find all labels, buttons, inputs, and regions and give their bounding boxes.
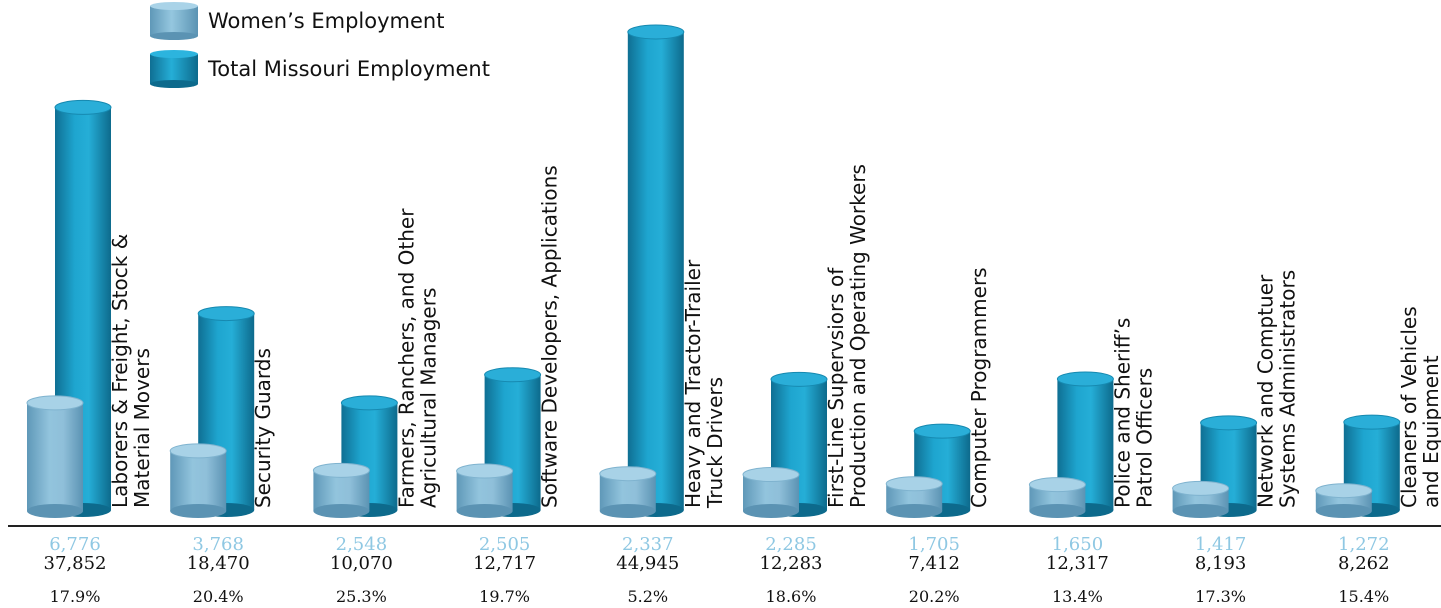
total-value-label-4: 44,945 — [616, 553, 679, 574]
women-value-label-7: 1,650 — [1052, 534, 1104, 555]
bar-total-4 — [627, 24, 685, 517]
legend-label-women: Women’s Employment — [208, 9, 445, 33]
category-label-9-line-0: Cleaners of Vehicles — [1397, 306, 1421, 508]
bar-women-7 — [1028, 477, 1086, 518]
total-value-label-7: 12,317 — [1046, 553, 1109, 574]
women-value-label-3: 2,505 — [479, 534, 531, 555]
percent-label-8: 17.3% — [1195, 587, 1246, 606]
percent-label-1: 20.4% — [193, 587, 244, 606]
bar-women-9 — [1315, 483, 1373, 518]
women-value-label-4: 2,337 — [622, 534, 674, 555]
total-value-label-6: 7,412 — [908, 553, 960, 574]
percent-label-0: 17.9% — [50, 587, 101, 606]
bar-women-6 — [885, 476, 943, 518]
women-value-label-8: 1,417 — [1195, 534, 1247, 555]
bar-women-8 — [1172, 480, 1230, 518]
women-value-label-0: 6,776 — [49, 534, 101, 555]
total-value-label-2: 10,070 — [330, 553, 393, 574]
percent-label-2: 25.3% — [336, 587, 387, 606]
category-label-7-line-0: Police and Sheriff’s — [1110, 318, 1134, 508]
category-label-8-line-0: Network and Comptuer — [1254, 274, 1278, 508]
category-label-7-line-1: Patrol Officers — [1132, 368, 1156, 508]
total-value-label-1: 18,470 — [187, 553, 250, 574]
percent-label-9: 15.4% — [1338, 587, 1389, 606]
category-label-4-line-0: Heavy and Tractor-Trailer — [681, 259, 705, 508]
category-label-8-line-1: Systems Administrators — [1276, 270, 1300, 508]
legend-swatch-total-icon — [150, 50, 198, 88]
women-value-label-2: 2,548 — [336, 534, 388, 555]
bar-women-0 — [26, 395, 84, 518]
category-label-2-line-1: Agricultural Managers — [416, 288, 440, 508]
percent-label-3: 19.7% — [479, 587, 530, 606]
bar-women-5 — [742, 467, 800, 518]
total-value-label-0: 37,852 — [44, 553, 107, 574]
women-value-label-1: 3,768 — [192, 534, 244, 555]
category-label-2-line-0: Farmers, Ranchers, and Other — [394, 208, 418, 508]
legend-item-total: Total Missouri Employment — [150, 50, 490, 88]
category-label-4-line-1: Truck Drivers — [703, 377, 727, 509]
legend-item-women: Women’s Employment — [150, 2, 444, 40]
total-value-label-5: 12,283 — [760, 553, 823, 574]
percent-label-4: 5.2% — [627, 587, 668, 606]
percent-label-5: 18.6% — [766, 587, 817, 606]
legend-label-total: Total Missouri Employment — [208, 57, 490, 81]
women-value-label-6: 1,705 — [908, 534, 960, 555]
bar-women-2 — [312, 462, 370, 518]
category-label-5-line-0: First-Line Supervsiors of — [824, 267, 848, 508]
category-label-1-line-0: Security Guards — [251, 348, 275, 508]
women-value-label-5: 2,285 — [765, 534, 817, 555]
bars-layer — [26, 24, 1401, 518]
total-value-label-8: 8,193 — [1195, 553, 1247, 574]
category-label-0-line-1: Material Movers — [130, 348, 154, 508]
percent-label-6: 20.2% — [909, 587, 960, 606]
women-value-label-9: 1,272 — [1338, 534, 1390, 555]
category-label-5-line-1: Production and Operating Workers — [846, 164, 870, 508]
bar-women-1 — [169, 443, 227, 518]
category-label-6-line-0: Computer Programmers — [967, 267, 991, 508]
percent-label-7: 13.4% — [1052, 587, 1103, 606]
total-value-label-3: 12,717 — [473, 553, 536, 574]
category-label-9-line-1: and Equipment — [1419, 355, 1441, 508]
bar-women-4 — [599, 466, 657, 518]
category-labels-layer: Laborers & Freight, Stock &Material Move… — [108, 164, 1441, 509]
total-value-label-9: 8,262 — [1338, 553, 1390, 574]
category-label-3-line-0: Software Developers, Applications — [538, 165, 562, 508]
bar-women-3 — [456, 463, 514, 518]
legend-swatch-women-icon — [150, 2, 198, 40]
category-label-0-line-0: Laborers & Freight, Stock & — [108, 234, 132, 508]
